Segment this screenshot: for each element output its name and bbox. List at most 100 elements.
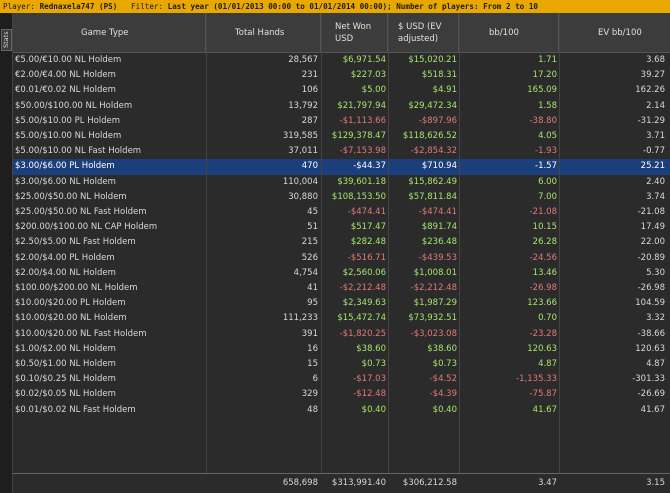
cell-ev-bb100: 4.87 [646,359,665,369]
col-header-ev-adjusted[interactable]: $ USD (EV adjusted) [388,13,459,53]
cell-ev-adjusted: -$3,023.08 [410,328,457,339]
table-row[interactable]: $25.00/$50.00 NL Fast Holdem 45 -$474.41 -$… [13,205,670,220]
cell-bb100: -1.93 [535,146,557,157]
cell-game-type: $5.00/$10.00 NL Holdem [15,131,122,141]
player-name[interactable]: Rednaxela747 (PS) [39,2,118,11]
cell-total-hands: 6 [312,374,318,385]
cell-ev-adjusted: -$4.39 [429,389,457,400]
cell-bb100: 165.09 [527,85,557,96]
cell-total-hands: 470 [301,161,318,172]
table-row[interactable]: $1.00/$2.00 NL Holdem 16 $38.60 $38.60 120.6… [13,342,670,357]
cell-total-hands: 16 [307,343,318,354]
cell-game-type: $0.01/$0.02 NL Fast Holdem [15,404,136,415]
cell-total-hands: 45 [307,207,318,217]
table-row[interactable]: $3.00/$6.00 NL Holdem 110,004 $39,601.18 $1… [13,175,670,190]
cell-net-won: $21,797.94 [337,100,386,111]
table-row[interactable]: $10.00/$20.00 NL Holdem 111,233 $15,472.74… [13,311,670,326]
cell-net-won: $38.60 [356,343,386,354]
cell-net-won: $517.47 [350,222,386,233]
table-row[interactable]: $5.00/$10.00 NL Fast Holdem 37,011 -$7,153… [13,144,670,159]
table-row[interactable]: $25.00/$50.00 NL Holdem 30,880 $108,153.50… [13,190,670,205]
table-row[interactable]: $5.00/$10.00 PL Holdem 287 -$1,113.66 -$897… [13,114,670,129]
table-row[interactable]: $5.00/$10.00 NL Holdem 319,585 $129,378.47… [13,129,670,144]
column-divider [559,13,560,473]
cell-ev-adjusted: $15,862.49 [408,176,457,187]
cell-ev-adjusted: $73,932.51 [408,313,457,324]
cell-ev-bb100: -26.98 [637,283,665,293]
cell-bb100: -1.57 [535,161,557,172]
table-row[interactable]: $2.00/$4.00 PL Holdem 526 -$516.71 -$439.53… [13,251,670,266]
table-row[interactable]: $2.50/$5.00 NL Fast Holdem 215 $282.48 $236… [13,235,670,250]
cell-ev-adjusted: -$474.41 [418,207,457,217]
side-panel: Stats [0,13,13,493]
cell-net-won: $15,472.74 [337,313,386,324]
cell-game-type: $10.00/$20.00 NL Holdem [15,313,127,324]
cell-net-won: -$1,113.66 [339,115,386,126]
column-divider [206,13,207,473]
cell-net-won: $227.03 [350,70,386,81]
cell-total-hands: 231 [301,70,318,81]
table-row[interactable]: $100.00/$200.00 NL Holdem 41 -$2,212.48 -$2… [13,281,670,296]
col-header-bb100[interactable]: bb/100 [459,13,559,53]
cell-ev-adjusted: $1,008.01 [413,267,457,278]
cell-ev-bb100: -20.89 [637,252,665,263]
cell-bb100: 4.05 [538,131,557,141]
cell-ev-adjusted: -$2,212.48 [410,283,457,293]
table-row[interactable]: $10.00/$20.00 PL Holdem 95 $2,349.63 $1,987… [13,296,670,311]
table-row[interactable]: $3.00/$6.00 PL Holdem 470 -$44.37 $710.94 -1… [13,159,670,175]
total-net-won: $313,991.40 [331,478,386,488]
cell-total-hands: 329 [301,389,318,400]
col-header-ev-bb100[interactable]: EV bb/100 [598,28,642,38]
cell-bb100: 1.71 [538,55,557,65]
cell-game-type: $100.00/$200.00 NL Holdem [15,283,138,293]
table-row[interactable]: $0.01/$0.02 NL Fast Holdem 48 $0.40 $0.40 41… [13,403,670,418]
table-row[interactable]: €5.00/€10.00 NL Holdem 28,567 $6,971.54 $15… [13,53,670,68]
col-header-net-won[interactable]: Net Won USD [321,13,388,53]
table-row[interactable]: $50.00/$100.00 NL Holdem 13,792 $21,797.94… [13,99,670,114]
cell-ev-adjusted: $0.73 [432,359,457,369]
cell-bb100: 17.20 [532,70,557,81]
cell-net-won: -$44.37 [353,161,386,172]
cell-net-won: $6,971.54 [342,55,386,65]
cell-ev-bb100: 41.67 [640,404,665,415]
cell-ev-adjusted: $15,020.21 [408,55,457,65]
cell-total-hands: 287 [301,115,318,126]
stats-table: Game Type Total Hands Net Won USD $ USD … [13,13,670,493]
cell-game-type: $10.00/$20.00 NL Fast Holdem [15,328,147,339]
cell-net-won: $282.48 [350,237,386,248]
col-header-game-type[interactable]: Game Type [13,13,206,53]
cell-net-won: $5.00 [361,85,386,96]
table-row[interactable]: $2.00/$4.00 NL Holdem 4,754 $2,560.06 $1,00… [13,266,670,281]
table-row[interactable]: $10.00/$20.00 NL Fast Holdem 391 -$1,820.2… [13,327,670,342]
col-header-total-hands[interactable]: Total Hands [206,13,321,53]
cell-game-type: $3.00/$6.00 PL Holdem [15,161,115,172]
cell-ev-adjusted: $1,987.29 [413,298,457,309]
total-ev-adjusted: $306,212.58 [402,478,457,488]
table-row[interactable]: €2.00/€4.00 NL Holdem 231 $227.03 $518.31 17… [13,68,670,83]
column-divider [459,13,460,473]
cell-net-won: -$17.03 [353,374,386,385]
table-row[interactable]: $200.00/$100.00 NL CAP Holdem 51 $517.47 $8… [13,220,670,235]
table-row[interactable]: $0.02/$0.05 NL Holdem 329 -$12.48 -$4.39 -75… [13,387,670,402]
table-row[interactable]: $0.10/$0.25 NL Holdem 6 -$17.03 -$4.52 -1,13… [13,372,670,387]
table-totals-row: 658,698 $313,991.40 $306,212.58 3.47 3.1… [13,473,670,493]
cell-ev-bb100: 162.26 [635,85,665,96]
cell-bb100: 120.63 [527,343,557,354]
stats-tab[interactable]: Stats [1,29,12,51]
cell-bb100: -38.80 [529,115,557,126]
cell-net-won: -$1,820.25 [339,328,386,339]
cell-game-type: $1.00/$2.00 NL Holdem [15,343,116,354]
cell-net-won: -$474.41 [347,207,386,217]
cell-ev-adjusted: $4.91 [432,85,457,96]
table-row[interactable]: €0.01/€0.02 NL Holdem 106 $5.00 $4.91 165.09… [13,83,670,98]
filter-value[interactable]: Last year (01/01/2013 00:00 to 01/01/201… [167,2,538,11]
cell-ev-adjusted: $0.40 [432,404,457,415]
cell-ev-adjusted: -$4.52 [429,374,457,385]
filter-bar: Player: Rednaxela747 (PS) Filter: Last y… [0,0,670,13]
cell-ev-adjusted: $29,472.34 [408,100,457,111]
cell-ev-bb100: 17.49 [640,222,665,233]
cell-net-won: -$12.48 [353,389,386,400]
table-row[interactable]: $0.50/$1.00 NL Holdem 15 $0.73 $0.73 4.87 4.8… [13,357,670,372]
cell-game-type: €5.00/€10.00 NL Holdem [15,55,122,65]
cell-ev-bb100: 22.00 [640,237,665,248]
